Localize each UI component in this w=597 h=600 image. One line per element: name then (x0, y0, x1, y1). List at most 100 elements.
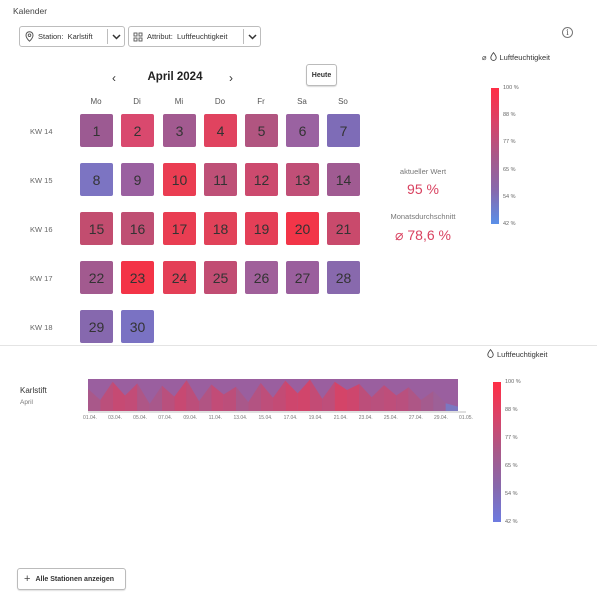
color-scale-bar (491, 88, 499, 224)
calendar-day-cell[interactable]: 16 (121, 212, 154, 245)
calendar-day-cell[interactable]: 27 (286, 261, 319, 294)
timeline-x-tick: 15.04. (258, 415, 273, 421)
timeline-segment (322, 381, 335, 411)
droplet-icon (487, 348, 494, 360)
calendar-day-cell[interactable]: 6 (286, 114, 319, 147)
today-button[interactable]: Heute (306, 64, 337, 86)
calendar-day-cell[interactable]: 14 (327, 163, 360, 196)
station-name: Karlstift (20, 386, 47, 395)
scale-tick-label: 88 % (505, 407, 518, 413)
calendar-day-cell[interactable]: 10 (163, 163, 196, 196)
current-value-label: aktueller Wert (399, 167, 447, 176)
scale-tick-label: 65 % (505, 463, 518, 469)
timeline-x-tick: 23.04. (358, 415, 373, 421)
station-select[interactable]: Station: Karlstift (19, 26, 125, 47)
timeline-segment (347, 383, 360, 411)
calendar-day-cell[interactable]: 21 (327, 212, 360, 245)
scale-tick-label: 54 % (505, 491, 518, 497)
calendar-day-cell[interactable]: 12 (245, 163, 278, 196)
timeline-segment (421, 391, 434, 411)
timeline-segment (112, 381, 125, 411)
timeline-segment (211, 384, 224, 411)
timeline-segment (310, 379, 323, 411)
calendar-day-cell[interactable]: 17 (163, 212, 196, 245)
timeline-segment (174, 380, 187, 411)
calendar-day-cell[interactable]: 26 (245, 261, 278, 294)
calendar-panel: Kalender i Station: Karlstift Attribut: … (13, 6, 573, 343)
calendar-day-cell[interactable]: 2 (121, 114, 154, 147)
calendar-day-cell[interactable]: 5 (245, 114, 278, 147)
week-number-label: KW 17 (30, 274, 53, 283)
timeline-segment (384, 385, 397, 411)
calendar-day-cell[interactable]: 15 (80, 212, 113, 245)
station-month: April (20, 399, 34, 406)
calendar-day-cell[interactable]: 8 (80, 163, 113, 196)
timeline-segment (408, 387, 421, 411)
calendar-day-cell[interactable]: 7 (327, 114, 360, 147)
panel-title: Kalender (13, 6, 48, 16)
scale-tick-label: 65 % (503, 166, 516, 173)
month-label: April 2024 (147, 71, 203, 83)
timeline-x-tick: 25.04. (383, 415, 398, 421)
timeline-x-tick: 27.04. (408, 415, 423, 421)
timeline-color-scale-bar (493, 382, 501, 522)
week-number-label: KW 16 (30, 225, 53, 234)
next-month-button[interactable]: › (229, 71, 233, 85)
weekday-label: Sa (297, 97, 307, 106)
calendar-day-cell[interactable]: 22 (80, 261, 113, 294)
calendar-day-cell[interactable]: 11 (204, 163, 237, 196)
calendar-day-cell[interactable]: 30 (121, 310, 154, 343)
timeline-segment (260, 382, 273, 411)
attribute-select-value: Attribut: Luftfeuchtigkeit (147, 32, 228, 41)
chevron-down-icon[interactable] (108, 27, 124, 46)
timeline-x-tick: 05.04. (133, 415, 148, 421)
weekday-label: Fr (257, 97, 265, 106)
timeline-segment (162, 385, 175, 411)
scale-tick-label: 42 % (503, 221, 516, 227)
calendar-day-cell[interactable]: 28 (327, 261, 360, 294)
week-number-label: KW 14 (30, 127, 53, 136)
chevron-down-icon[interactable] (244, 27, 260, 46)
calendar-day-cell[interactable]: 29 (80, 310, 113, 343)
calendar-day-cell[interactable]: 3 (163, 114, 196, 147)
show-all-stations-button[interactable]: + Alle Stationen anzeigen (17, 568, 126, 590)
timeline-x-tick: 01.04. (83, 415, 97, 421)
week-number-label: KW 18 (30, 323, 53, 332)
humidity-timeline-chart (88, 379, 466, 413)
timeline-segment (125, 383, 138, 411)
monthly-average-value: ⌀ 78,6 % (395, 227, 451, 243)
calendar-day-cell[interactable]: 9 (121, 163, 154, 196)
timeline-x-tick: 09.04. (183, 415, 198, 421)
current-value: 95 % (407, 181, 439, 197)
calendar-day-cell[interactable]: 19 (245, 212, 278, 245)
calendar-day-cell[interactable]: 4 (204, 114, 237, 147)
monthly-average-label: Monatsdurchschnitt (390, 212, 456, 221)
timeline-segment (285, 380, 298, 411)
weekday-label: Mo (90, 97, 102, 106)
calendar-day-cell[interactable]: 20 (286, 212, 319, 245)
calendar-day-cell[interactable]: 23 (121, 261, 154, 294)
timeline-segment (186, 380, 199, 411)
scale-tick-label: 100 % (505, 379, 521, 385)
timeline-segment (359, 383, 372, 411)
calendar-day-cell[interactable]: 1 (80, 114, 113, 147)
droplet-icon (489, 51, 497, 63)
timeline-x-tick: 21.04. (333, 415, 348, 421)
timeline-x-tick: 07.04. (158, 415, 173, 421)
calendar-day-cell[interactable]: 24 (163, 261, 196, 294)
scale-tick-label: 88 % (503, 112, 516, 119)
info-icon[interactable]: i (562, 27, 573, 38)
weekday-label: Di (133, 97, 141, 106)
timeline-segment (137, 383, 150, 411)
attribute-select[interactable]: Attribut: Luftfeuchtigkeit (128, 26, 261, 47)
calendar-day-cell[interactable]: 18 (204, 212, 237, 245)
calendar-day-cell[interactable]: 25 (204, 261, 237, 294)
timeline-segment (297, 379, 310, 411)
timeline-x-tick: 11.04. (208, 415, 223, 421)
calendar-day-cell[interactable]: 13 (286, 163, 319, 196)
timeline-segment (223, 386, 236, 411)
timeline-x-tick: 03.04. (108, 415, 123, 421)
timeline-segment (433, 391, 446, 411)
timeline-segment (371, 385, 384, 411)
prev-month-button[interactable]: ‹ (112, 71, 116, 85)
